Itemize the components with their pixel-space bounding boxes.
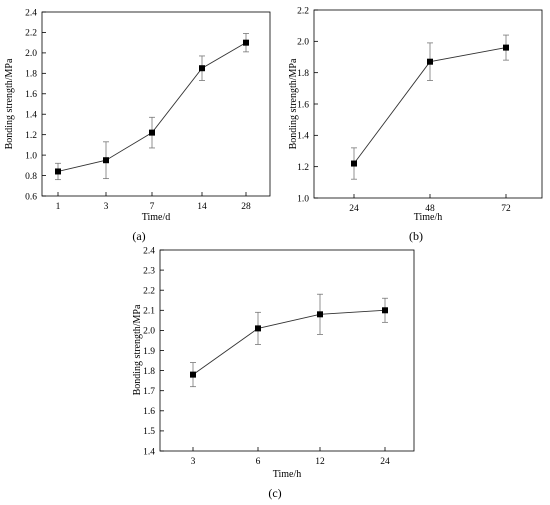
y-tick-label: 2.4 (25, 8, 37, 18)
y-axis-title-a: Bonding strength/MPa (4, 58, 15, 149)
y-tick-label: 2.1 (143, 307, 155, 317)
data-point-marker (190, 371, 196, 378)
plot-frame-c (159, 249, 415, 452)
y-tick-label: 1.8 (297, 69, 309, 79)
data-point-marker (317, 311, 323, 318)
y-tick-label: 1.7 (143, 387, 155, 397)
y-tick-label: 1.6 (297, 100, 309, 110)
panel-label-c: (c) (268, 486, 281, 500)
y-tick-label: 2.0 (297, 38, 309, 48)
panel-label-a: (a) (132, 229, 145, 243)
x-tick-label: 7 (150, 202, 155, 212)
y-tick-label: 1.8 (143, 367, 155, 377)
series-line (57, 42, 247, 172)
panel-b: 1.0 1.2 1.4 1.6 1.8 2.0 2.2 24 48 72 Time/h Bondi… (288, 6, 543, 243)
x-axis-title-a: Time/d (142, 212, 171, 223)
marks-c (190, 293, 388, 388)
x-tick-label: 28 (241, 202, 251, 212)
data-point-marker (351, 160, 357, 167)
y-tick-label: 0.8 (25, 172, 37, 182)
x-tick-label: 1 (56, 202, 61, 212)
data-point-marker (199, 65, 205, 72)
x-axis-title-b: Time/h (414, 212, 443, 223)
data-point-marker (149, 129, 155, 136)
y-axis-title-b: Bonding strength/MPa (288, 58, 299, 149)
data-point-marker (503, 44, 509, 51)
x-tick-label: 6 (256, 457, 261, 467)
y-tick-label: 1.4 (25, 111, 37, 121)
data-point-marker (243, 39, 249, 46)
plot-frame-b (313, 9, 543, 199)
y-tick-label: 1.8 (25, 70, 37, 80)
y-tick-label: 2.3 (143, 266, 155, 276)
panel-label-b: (b) (409, 229, 423, 243)
data-point-marker (103, 157, 109, 164)
x-axis-title-c: Time/h (273, 469, 302, 480)
panel-a: 0.6 0.8 1.0 1.2 1.4 1.6 1.8 2.0 2.2 2.4 1 3 7 14 28 Ti… (4, 8, 271, 243)
panel-c: 1.41.51.61.71.81.92.02.12.22.32.43 6 12 24 … (132, 246, 415, 500)
ticks-c: 1.4 1.5 1.6 1.7 1.8 1.9 2.0 2.1 2.2 2.3 2.4 3 6 12 24 (143, 246, 390, 467)
y-tick-label: 1.0 (297, 194, 309, 204)
y-tick-label: 2.0 (25, 49, 37, 59)
data-point-marker (427, 58, 433, 65)
y-tick-label: 0.6 (25, 192, 37, 202)
x-tick-label: 3 (104, 202, 109, 212)
y-tick-label: 1.9 (143, 347, 155, 357)
y-tick-label: 1.5 (143, 427, 155, 437)
plot-frame-a (41, 11, 271, 197)
y-tick-label: 1.6 (143, 407, 155, 417)
data-point-marker (255, 325, 261, 332)
y-tick-label: 2.0 (143, 327, 155, 337)
x-tick-label: 3 (191, 457, 196, 467)
y-tick-label: 1.0 (25, 151, 37, 161)
y-tick-label: 1.4 (143, 447, 155, 457)
y-tick-label: 1.2 (25, 131, 37, 141)
y-tick-label: 1.2 (297, 163, 309, 173)
marks-a (55, 33, 249, 181)
data-point-marker (382, 307, 388, 314)
x-tick-label: 48 (425, 204, 435, 214)
ticks-b: 1.0 1.2 1.4 1.6 1.8 2.0 2.2 24 48 72 (297, 6, 511, 214)
y-tick-label: 2.2 (297, 6, 309, 16)
x-tick-label: 24 (349, 204, 359, 214)
x-tick-label: 72 (501, 204, 511, 214)
x-tick-label: 14 (197, 202, 207, 212)
ticks-a: 0.6 0.8 1.0 1.2 1.4 1.6 1.8 2.0 2.2 2.4 1 3 7 14 28 (25, 8, 251, 212)
y-tick-label: 2.4 (143, 246, 155, 256)
y-tick-label: 1.4 (297, 132, 309, 142)
y-tick-label: 1.6 (25, 90, 37, 100)
y-tick-label: 2.2 (143, 287, 155, 297)
data-point-marker (55, 168, 61, 175)
series-line (192, 309, 386, 375)
x-tick-label: 24 (380, 457, 390, 467)
x-tick-label: 12 (315, 457, 325, 467)
y-tick-label: 2.2 (25, 29, 37, 39)
marks-b (351, 34, 509, 180)
y-axis-title-c: Bonding strength/MPa (132, 304, 143, 395)
